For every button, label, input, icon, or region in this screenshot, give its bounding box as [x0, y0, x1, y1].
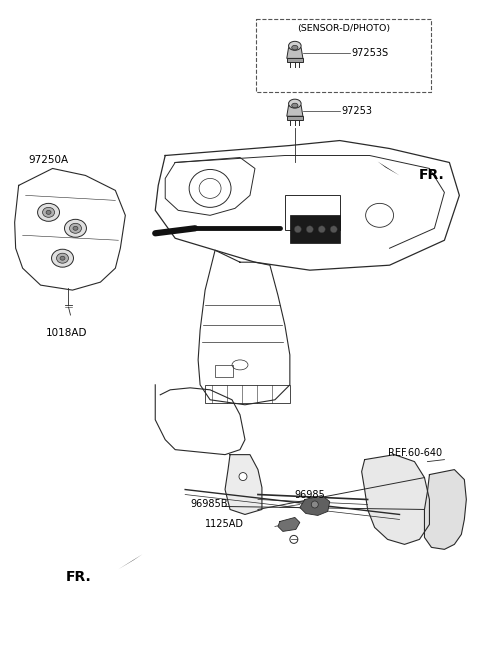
Text: 96985: 96985	[295, 489, 325, 499]
Text: FR.: FR.	[65, 570, 91, 584]
Polygon shape	[119, 555, 142, 570]
Ellipse shape	[292, 103, 298, 108]
Ellipse shape	[288, 41, 301, 51]
Ellipse shape	[51, 249, 73, 267]
Text: 1125AD: 1125AD	[205, 520, 244, 530]
Bar	[287, 116, 303, 120]
Polygon shape	[287, 47, 303, 58]
Polygon shape	[225, 455, 262, 514]
Text: 97250A: 97250A	[29, 156, 69, 166]
Ellipse shape	[70, 223, 82, 233]
Polygon shape	[361, 455, 430, 545]
Ellipse shape	[288, 99, 301, 108]
Text: 1018AD: 1018AD	[46, 328, 87, 338]
Text: 97253S: 97253S	[352, 48, 389, 58]
Bar	[205, 385, 290, 403]
Circle shape	[294, 226, 301, 233]
Bar	[215, 365, 233, 377]
Circle shape	[330, 226, 337, 233]
Polygon shape	[287, 105, 303, 116]
Ellipse shape	[57, 253, 69, 263]
Ellipse shape	[43, 208, 55, 217]
Circle shape	[318, 226, 325, 233]
Polygon shape	[300, 495, 330, 516]
Circle shape	[239, 472, 247, 480]
Text: (SENSOR-D/PHOTO): (SENSOR-D/PHOTO)	[297, 24, 390, 33]
Circle shape	[312, 501, 318, 508]
Ellipse shape	[64, 219, 86, 237]
Bar	[290, 215, 340, 243]
Text: 97253: 97253	[342, 106, 372, 116]
Ellipse shape	[292, 45, 298, 50]
Circle shape	[306, 226, 313, 233]
Ellipse shape	[60, 256, 65, 260]
Polygon shape	[278, 518, 300, 532]
Ellipse shape	[37, 204, 60, 221]
Polygon shape	[424, 470, 467, 549]
Bar	[287, 58, 303, 62]
Text: FR.: FR.	[419, 168, 444, 183]
Text: 96985B: 96985B	[190, 499, 228, 509]
Text: REF.60-640: REF.60-640	[387, 447, 442, 458]
Polygon shape	[378, 162, 399, 175]
Ellipse shape	[73, 226, 78, 231]
Ellipse shape	[46, 210, 51, 214]
Bar	[285, 195, 340, 231]
